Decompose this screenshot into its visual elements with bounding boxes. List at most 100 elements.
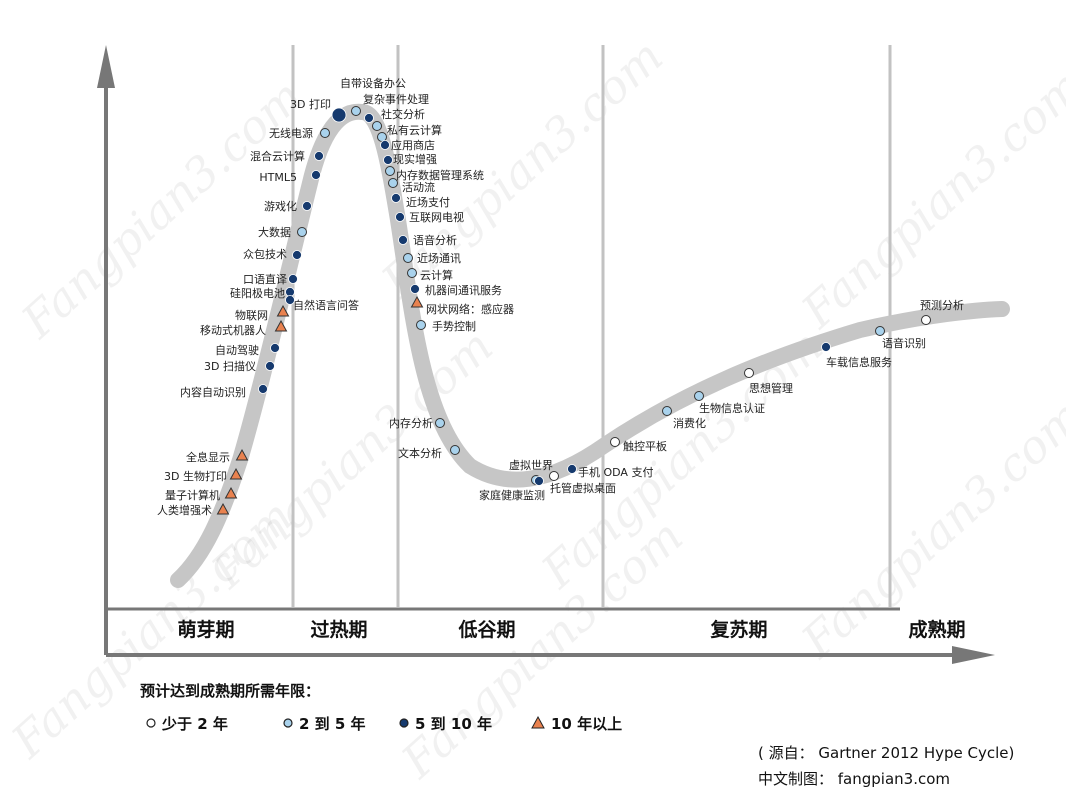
tech-label: 私有云计算 [387, 123, 442, 137]
tech-label: 近场通讯 [417, 251, 461, 265]
legend: 预计达到成熟期所需年限： 少于 2 年 2 到 5 年 5 到 10 年 10 … [140, 682, 622, 733]
tech-label: 活动流 [402, 180, 435, 194]
tech-label: HTML5 [259, 171, 297, 184]
legend-circle-icon [283, 718, 293, 728]
tech-label: 内存数据管理系统 [396, 168, 484, 182]
tech-label: 托管虚拟桌面 [550, 481, 616, 495]
tech-triangle-marker [229, 467, 243, 480]
tech-label: 语音分析 [413, 233, 457, 247]
tech-label: 全息显示 [186, 450, 230, 464]
tech-triangle-marker [410, 295, 424, 308]
tech-circle-marker [351, 106, 361, 116]
tech-label: 3D 扫描仪 [204, 359, 256, 373]
tech-label: 无线电源 [269, 126, 313, 140]
tech-triangle-marker [216, 502, 230, 515]
tech-label: 社交分析 [381, 107, 425, 121]
legend-label: 5 到 10 年 [415, 715, 492, 733]
tech-circle-marker [380, 140, 390, 150]
tech-label: 思想管理 [749, 381, 793, 395]
tech-label: 硅阳极电池 [230, 286, 285, 300]
tech-circle-marker [407, 268, 417, 278]
tech-label: 语音识别 [882, 336, 926, 350]
tech-label: 3D 打印 [290, 97, 331, 111]
tech-circle-marker [314, 151, 324, 161]
tech-label: 自然语言问答 [293, 298, 359, 312]
tech-label: 自带设备办公 [340, 76, 406, 90]
legend-item: 10 年以上 [531, 715, 622, 733]
tech-label: 触控平板 [623, 439, 667, 453]
tech-circle-marker [364, 113, 374, 123]
tech-label: 现实增强 [393, 152, 437, 166]
tech-circle-marker [320, 128, 330, 138]
tech-circle-marker [610, 437, 620, 447]
tech-triangle-marker [224, 486, 238, 499]
tech-circle-marker [410, 284, 420, 294]
tech-label: 3D 生物打印 [164, 469, 227, 483]
tech-label: 互联网电视 [409, 210, 464, 224]
tech-label: 手机 ODA 支付 [578, 465, 653, 479]
tech-label: 网状网络：感应器 [426, 302, 514, 316]
tech-circle-marker [403, 253, 413, 263]
tech-label: 众包技术 [243, 248, 287, 261]
tech-circle-marker [292, 250, 302, 260]
tech-circle-marker [302, 201, 312, 211]
tech-label: 车载信息服务 [826, 355, 892, 369]
tech-label: 虚拟世界 [509, 458, 553, 472]
tech-label: 游戏化 [264, 199, 297, 213]
tech-circle-marker [388, 178, 398, 188]
tech-circle-marker [372, 121, 382, 131]
tech-circle-marker [694, 391, 704, 401]
legend-triangle-icon [531, 715, 545, 729]
tech-label: 口语直译 [243, 272, 287, 286]
tech-label: 物联网 [235, 308, 268, 322]
phase-labels: 萌芽期 过热期 低谷期 复苏期 成熟期 [177, 618, 965, 641]
tech-label: 文本分析 [398, 446, 442, 460]
tech-label: 应用商店 [391, 138, 435, 152]
tech-circle-marker [297, 227, 307, 237]
tech-circle-marker [821, 342, 831, 352]
phase-label: 复苏期 [709, 618, 767, 641]
tech-label: 人类增强术 [157, 503, 212, 517]
axes [97, 45, 995, 664]
tech-label: 大数据 [258, 225, 291, 239]
legend-circle-icon [146, 718, 156, 728]
tech-label: 复杂事件处理 [363, 92, 429, 106]
phase-label: 低谷期 [457, 618, 515, 641]
tech-circle-marker [744, 368, 754, 378]
legend-circle-icon [399, 718, 409, 728]
y-axis-arrow [97, 45, 115, 88]
maker-credit: 中文制图： fangpian3.com [758, 770, 950, 788]
source-credit: ( 源自： Gartner 2012 Hype Cycle) [758, 744, 1014, 762]
tech-label: 预测分析 [920, 298, 964, 312]
watermark: Fangpian3.com [790, 59, 1066, 339]
tech-circle-marker [285, 295, 295, 305]
tech-circle-marker [385, 166, 395, 176]
tech-circle-marker [391, 193, 401, 203]
tech-circle-marker [662, 406, 672, 416]
tech-circle-marker [398, 235, 408, 245]
tech-circle-marker [875, 326, 885, 336]
tech-circle-marker [435, 418, 445, 428]
tech-label: 云计算 [420, 268, 453, 282]
tech-circle-marker [258, 384, 268, 394]
legend-label: 10 年以上 [551, 715, 622, 733]
phase-label: 成熟期 [908, 618, 965, 641]
tech-circle-marker [450, 445, 460, 455]
tech-label: 内存分析 [389, 416, 433, 430]
legend-label: 2 到 5 年 [299, 715, 366, 733]
credits: ( 源自： Gartner 2012 Hype Cycle) 中文制图： fan… [758, 744, 1014, 788]
tech-label: 生物信息认证 [699, 401, 765, 415]
tech-triangle-marker [274, 319, 288, 332]
tech-circle-marker [265, 361, 275, 371]
legend-title: 预计达到成熟期所需年限： [140, 682, 320, 700]
tech-circle-marker [534, 476, 544, 486]
tech-circle-marker [921, 315, 931, 325]
tech-circle-marker [383, 155, 393, 165]
tech-label: 自动驾驶 [215, 343, 259, 357]
legend-item: 2 到 5 年 [283, 715, 366, 733]
legend-label: 少于 2 年 [161, 715, 228, 733]
tech-label: 消费化 [673, 416, 706, 430]
tech-label: 混合云计算 [250, 149, 305, 163]
